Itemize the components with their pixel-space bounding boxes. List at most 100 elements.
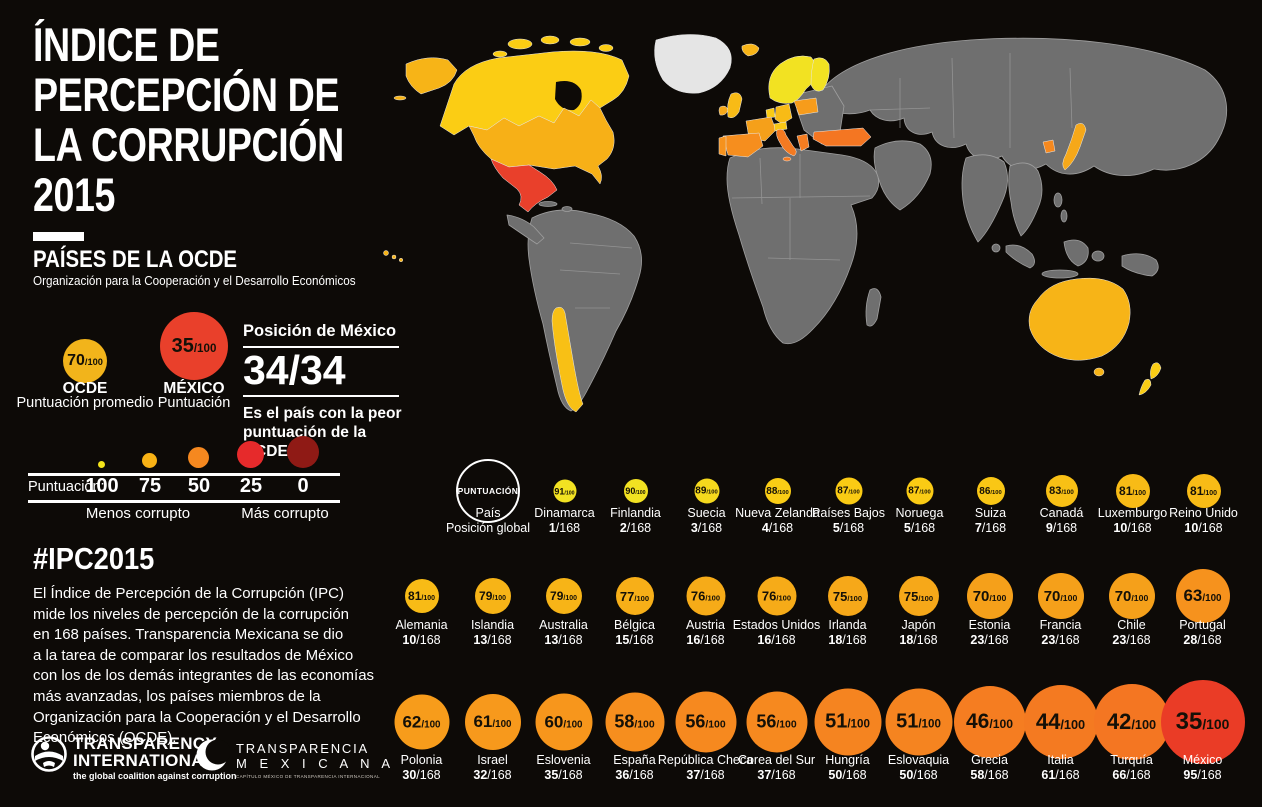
score-bubble: 58/100 — [605, 692, 664, 752]
score-bubble: 51/100 — [814, 688, 881, 756]
country-cell: 70/100 Francia 23/168 — [1025, 550, 1096, 660]
country-rank: 5/168 — [903, 520, 936, 535]
score-bubble: 76/100 — [757, 576, 796, 616]
score-bubble: 81/100 — [1186, 474, 1221, 508]
country-rank: 35/168 — [544, 767, 583, 782]
map-region-alaska — [405, 57, 458, 95]
country-name: Turquía — [1110, 753, 1153, 767]
score-row-3: 62/100 Polonia 30/168 61/100 Israel 32/168 60/… — [386, 660, 1245, 805]
country-rank: 2/168 — [619, 520, 652, 535]
score-bubble: 60/100 — [535, 693, 592, 751]
country-cell: 87/100 Países Bajos 5/168 — [812, 440, 885, 550]
country-name: Austria — [686, 618, 725, 632]
scale-divider-top — [28, 473, 340, 476]
map-region-italy — [776, 128, 797, 157]
country-cell: 81/100 Alemania 10/168 — [386, 550, 457, 660]
map-region-philippines — [1053, 192, 1063, 208]
country-name: Estados Unidos — [732, 618, 821, 632]
map-region-hawaii-2 — [391, 254, 397, 260]
map-region-java — [1041, 269, 1079, 279]
country-name: Australia — [539, 618, 588, 632]
country-cell: 88/100 Nueva Zelanda 4/168 — [735, 440, 820, 550]
country-cell: 83/100 Canadá 9/168 — [1026, 440, 1097, 550]
score-bubble: 79/100 — [474, 578, 511, 614]
score-bubble: 63/100 — [1175, 569, 1230, 623]
transparencia-mexicana-wordmark: TRANSPARENCIA M E X I C A N A CAPÍTULO M… — [236, 741, 395, 779]
map-region-usa — [468, 99, 615, 185]
map-region-south-america — [527, 209, 642, 412]
map-region-aleutians — [393, 95, 407, 101]
score-bubble: 61/100 — [464, 694, 521, 750]
title-underline — [33, 232, 84, 241]
ocde-label: OCDE Puntuación promedio — [16, 380, 154, 411]
country-cell: 87/100 Noruega 5/168 — [884, 440, 955, 550]
country-name: Estonia — [968, 618, 1011, 632]
score-bubble: 89/100 — [694, 478, 719, 504]
map-region-alpine — [773, 121, 788, 132]
country-name: Luxemburgo — [1097, 506, 1168, 520]
score-bubble: 42/100 — [1093, 684, 1170, 760]
country-rank: 23/168 — [1041, 632, 1080, 647]
transparency-international-wordmark: TRANSPARENCY INTERNATIONAL the global co… — [73, 734, 237, 781]
map-region-canada-arctic-1 — [507, 38, 533, 50]
title-line-2: PERCEPCIÓN DE — [33, 68, 340, 121]
country-cell: 77/100 Bélgica 15/168 — [599, 550, 670, 660]
country-name: Suiza — [974, 506, 1007, 520]
country-name: Eslovaquia — [887, 753, 950, 767]
mexico-score: 35/100 — [171, 334, 217, 357]
country-cell: 89/100 Suecia 3/168 — [671, 440, 742, 550]
country-rank: 3/168 — [690, 520, 723, 535]
country-cell: 63/100 Portugal 28/168 — [1167, 550, 1238, 660]
country-name: Bélgica — [614, 618, 655, 632]
score-bubble: 51/100 — [885, 688, 952, 756]
country-rank: 16/168 — [757, 632, 796, 647]
country-rank: 7/168 — [974, 520, 1007, 535]
map-region-cuba — [538, 201, 558, 207]
map-region-iceland — [741, 43, 760, 57]
map-region-madagascar — [865, 288, 882, 327]
score-bubble: 91/100 — [553, 479, 576, 503]
country-name: Eslovenia — [536, 753, 591, 767]
country-cell: 79/100 Australia 13/168 — [528, 550, 599, 660]
country-name: México — [1182, 753, 1223, 767]
score-bubble: 90/100 — [623, 479, 648, 503]
tm-tagline: CAPÍTULO MÉXICO DE TRANSPARENCIA INTERNA… — [236, 774, 381, 779]
map-region-chile — [551, 306, 584, 413]
score-bubble: 44/100 — [1023, 685, 1098, 759]
map-region-canada-arctic-4 — [598, 44, 614, 52]
country-rank: 66/168 — [1112, 767, 1151, 782]
map-region-sicily — [782, 156, 792, 162]
country-name: Japón — [901, 618, 936, 632]
score-bubble: 87/100 — [835, 477, 862, 505]
score-bubble: 75/100 — [898, 576, 939, 616]
score-bubble: 87/100 — [906, 477, 933, 505]
map-region-greenland — [654, 34, 732, 94]
country-cell: 56/100 República Checa 37/168 — [658, 660, 753, 805]
country-cell: 86/100 Suiza 7/168 — [955, 440, 1026, 550]
map-region-hispaniola — [561, 206, 573, 212]
scale-dot-25 — [237, 441, 264, 468]
score-bubble: 81/100 — [1115, 474, 1150, 508]
country-rank: 10/168 — [1184, 520, 1223, 535]
map-region-mexico — [490, 158, 558, 213]
country-cell: 70/100 Estonia 23/168 — [954, 550, 1025, 660]
country-name: Irlanda — [828, 618, 867, 632]
map-region-australia — [1028, 277, 1131, 361]
ti-tagline: the global coalition against corruption — [73, 771, 237, 781]
country-rank: 18/168 — [828, 632, 867, 647]
map-region-arabia — [873, 140, 932, 211]
country-cell: 60/100 Eslovenia 35/168 — [528, 660, 599, 805]
country-cell: 51/100 Eslovaquia 50/168 — [883, 660, 954, 805]
map-region-finland — [810, 57, 830, 92]
country-rank: 23/168 — [1112, 632, 1151, 647]
country-name: Chile — [1117, 618, 1146, 632]
map-region-greece — [796, 133, 810, 152]
map-region-uk — [727, 92, 743, 119]
score-bubble: 77/100 — [615, 577, 654, 615]
country-cell: 70/100 Chile 23/168 — [1096, 550, 1167, 660]
country-rank: 58/168 — [970, 767, 1009, 782]
map-region-india — [961, 154, 1008, 243]
country-cell: 76/100 Estados Unidos 16/168 — [733, 550, 820, 660]
page-title: ÍNDICE DE PERCEPCIÓN DE LA CORRUPCIÓN 20… — [33, 20, 344, 220]
country-name: Alemania — [395, 618, 448, 632]
